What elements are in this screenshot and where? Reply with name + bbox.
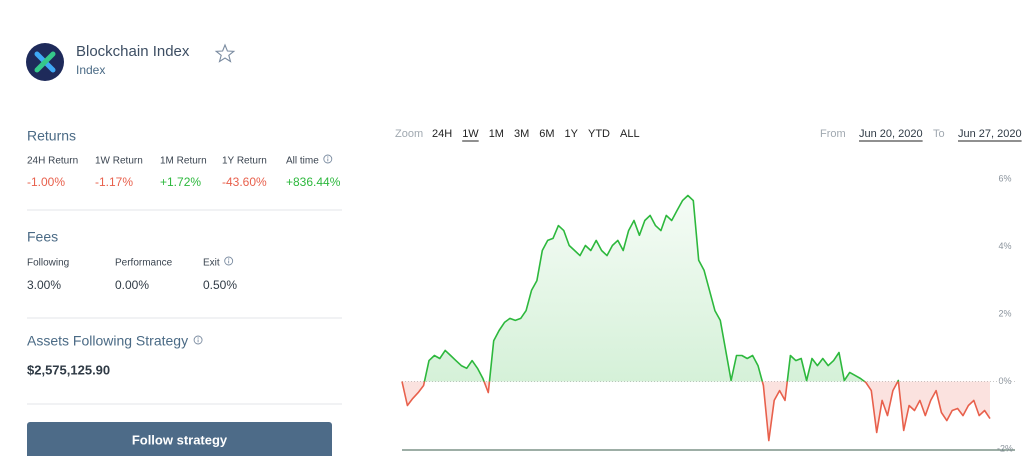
section-title: Returns: [27, 128, 76, 144]
assets-value: $2,575,125.90: [27, 362, 110, 377]
y-tick-label: 4%: [998, 241, 1011, 251]
range-button[interactable]: YTD: [588, 128, 610, 140]
section-title: Assets Following Strategy: [27, 333, 188, 349]
return-value: +1.72%: [160, 175, 201, 189]
return-label: 1Y Return: [222, 156, 267, 167]
to-date[interactable]: Jun 27, 2020: [958, 128, 1022, 140]
fee-value: 0.00%: [115, 278, 149, 292]
return-value: +836.44%: [286, 175, 341, 189]
return-label: 1M Return: [160, 156, 207, 167]
fee-value: 0.50%: [203, 278, 237, 292]
area: [402, 195, 990, 441]
info-circle[interactable]: [323, 154, 333, 164]
info-icon[interactable]: [193, 335, 203, 345]
line: [401, 194, 991, 442]
range-button[interactable]: 6M: [539, 128, 554, 140]
follow-button[interactable]: Follow strategy: [27, 422, 332, 456]
info-icon[interactable]: [224, 256, 234, 266]
fee-label: Exit: [203, 258, 220, 269]
return-value: -43.60%: [222, 175, 267, 189]
button-label[interactable]: Follow strategy: [132, 432, 228, 447]
return-value: -1.17%: [95, 175, 133, 189]
subtitle: Index: [76, 63, 105, 77]
from-label: From: [820, 128, 846, 140]
section-title: Fees: [27, 229, 58, 245]
info-dot[interactable]: [228, 258, 230, 260]
info-dot[interactable]: [197, 337, 199, 339]
title: Blockchain Index: [76, 43, 190, 60]
range-button[interactable]: 1W: [462, 128, 479, 140]
range-button[interactable]: ALL: [620, 128, 640, 140]
info-icon[interactable]: [323, 154, 333, 164]
return-label: All time: [286, 156, 319, 167]
info-circle[interactable]: [224, 256, 234, 266]
info-circle[interactable]: [193, 335, 203, 345]
info-dot[interactable]: [327, 156, 329, 158]
fee-label: Performance: [115, 258, 173, 269]
return-label: 1W Return: [95, 156, 143, 167]
logo: [26, 43, 64, 81]
range-button[interactable]: 3M: [514, 128, 529, 140]
y-tick-label: 0%: [998, 376, 1011, 386]
return-label: 24H Return: [27, 156, 78, 167]
range-button[interactable]: 24H: [432, 128, 452, 140]
y-tick-label: 6%: [998, 173, 1011, 183]
button-bg[interactable]: [27, 422, 332, 456]
favorite-star[interactable]: [214, 43, 236, 63]
to-label: To: [933, 128, 945, 140]
y-tick-label: -2%: [997, 443, 1013, 453]
from-date[interactable]: Jun 20, 2020: [859, 128, 923, 140]
return-value: -1.00%: [27, 175, 65, 189]
fee-label: Following: [27, 258, 69, 269]
range-button[interactable]: 1Y: [565, 128, 579, 140]
zoom-label: Zoom: [395, 128, 423, 140]
range-button[interactable]: 1M: [489, 128, 504, 140]
y-tick-label: 2%: [998, 308, 1011, 318]
fee-value: 3.00%: [27, 278, 61, 292]
